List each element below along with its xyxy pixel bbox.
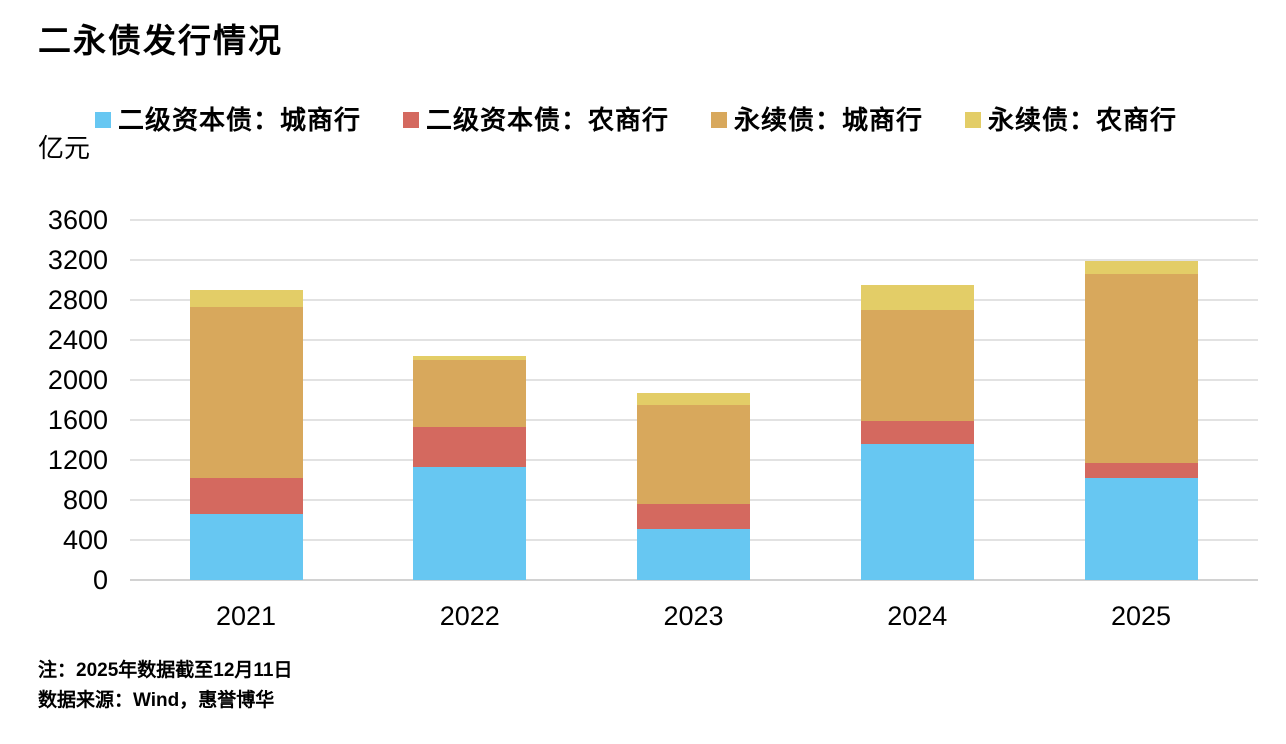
y-tick-label-400: 400 — [62, 525, 108, 555]
legend-item-label: 永续债：城商行 — [734, 105, 924, 135]
bar-2022-series-1 — [413, 427, 527, 467]
y-tick-label-2000: 2000 — [47, 365, 108, 395]
bar-2023-series-3 — [637, 393, 750, 405]
bar-2025-series-2 — [1084, 273, 1198, 463]
gridline-2800 — [130, 299, 1258, 301]
legend-swatch-icon — [965, 112, 982, 128]
legend-item-label: 二级资本债：城商行 — [118, 105, 362, 135]
legend-item-3: 永续债：农商行 — [965, 100, 1177, 137]
bar-2024-series-0 — [860, 443, 974, 580]
x-tick-label-2024: 2024 — [887, 601, 948, 631]
x-tick-label-2023: 2023 — [663, 601, 724, 631]
y-axis-unit-label: 亿元 — [38, 133, 91, 163]
bar-2023-series-0 — [637, 528, 750, 580]
x-tick-label-2022: 2022 — [439, 601, 500, 631]
bar-2024-series-2 — [860, 309, 974, 421]
bar-2022-series-0 — [413, 467, 527, 580]
bar-2021-series-2 — [189, 306, 303, 478]
gridline-0 — [130, 579, 1258, 581]
bar-2021-series-1 — [189, 478, 303, 514]
legend-item-1: 二级资本债：农商行 — [403, 100, 669, 137]
y-tick-label-1200: 1200 — [47, 445, 108, 475]
bar-2023-series-1 — [637, 504, 750, 529]
gridline-2400 — [130, 339, 1258, 341]
bar-2022-series-3 — [413, 356, 527, 360]
y-tick-label-3200: 3200 — [47, 245, 108, 275]
bar-2025-series-1 — [1084, 462, 1198, 478]
bar-2025-series-0 — [1084, 477, 1198, 580]
bar-2024-series-1 — [860, 420, 974, 444]
legend-item-0: 二级资本债：城商行 — [95, 100, 361, 137]
bar-2021-series-3 — [189, 289, 303, 307]
y-tick-label-2800: 2800 — [47, 285, 108, 315]
legend-swatch-icon — [403, 112, 420, 128]
bar-2024-series-3 — [860, 285, 974, 310]
y-tick-label-1600: 1600 — [47, 405, 108, 435]
footnote-data-source: 数据来源：Wind，惠誉博华 — [38, 690, 275, 711]
bar-2023-series-2 — [637, 405, 750, 504]
footnotes: 注：2025年数据截至12月11日 数据来源：Wind，惠誉博华 — [38, 656, 293, 716]
footnote-data-cutoff: 注：2025年数据截至12月11日 — [38, 660, 293, 681]
legend-item-2: 永续债：城商行 — [711, 100, 923, 137]
bar-2022-series-2 — [413, 360, 527, 427]
x-tick-label-2021: 2021 — [215, 601, 277, 631]
y-tick-label-2400: 2400 — [47, 325, 108, 355]
legend-swatch-icon — [711, 112, 728, 128]
gridline-2000 — [130, 379, 1258, 381]
y-tick-label-800: 800 — [62, 485, 108, 515]
x-tick-label-2025: 2025 — [1110, 601, 1172, 631]
y-tick-label-3600: 3600 — [47, 205, 108, 235]
legend-item-label: 二级资本债：农商行 — [426, 105, 670, 135]
legend-item-label: 永续债：农商行 — [988, 105, 1178, 135]
bar-2025-series-3 — [1084, 261, 1198, 274]
chart-legend: 二级资本债：城商行 二级资本债：农商行 永续债：城商行 永续债：农商行 — [95, 100, 1177, 137]
bar-2021-series-0 — [189, 513, 303, 580]
gridline-3200 — [130, 259, 1258, 261]
gridline-3600 — [130, 219, 1258, 221]
y-tick-label-0: 0 — [92, 565, 108, 595]
legend-swatch-icon — [95, 112, 111, 128]
chart-title: 二永债发行情况 — [38, 22, 283, 59]
